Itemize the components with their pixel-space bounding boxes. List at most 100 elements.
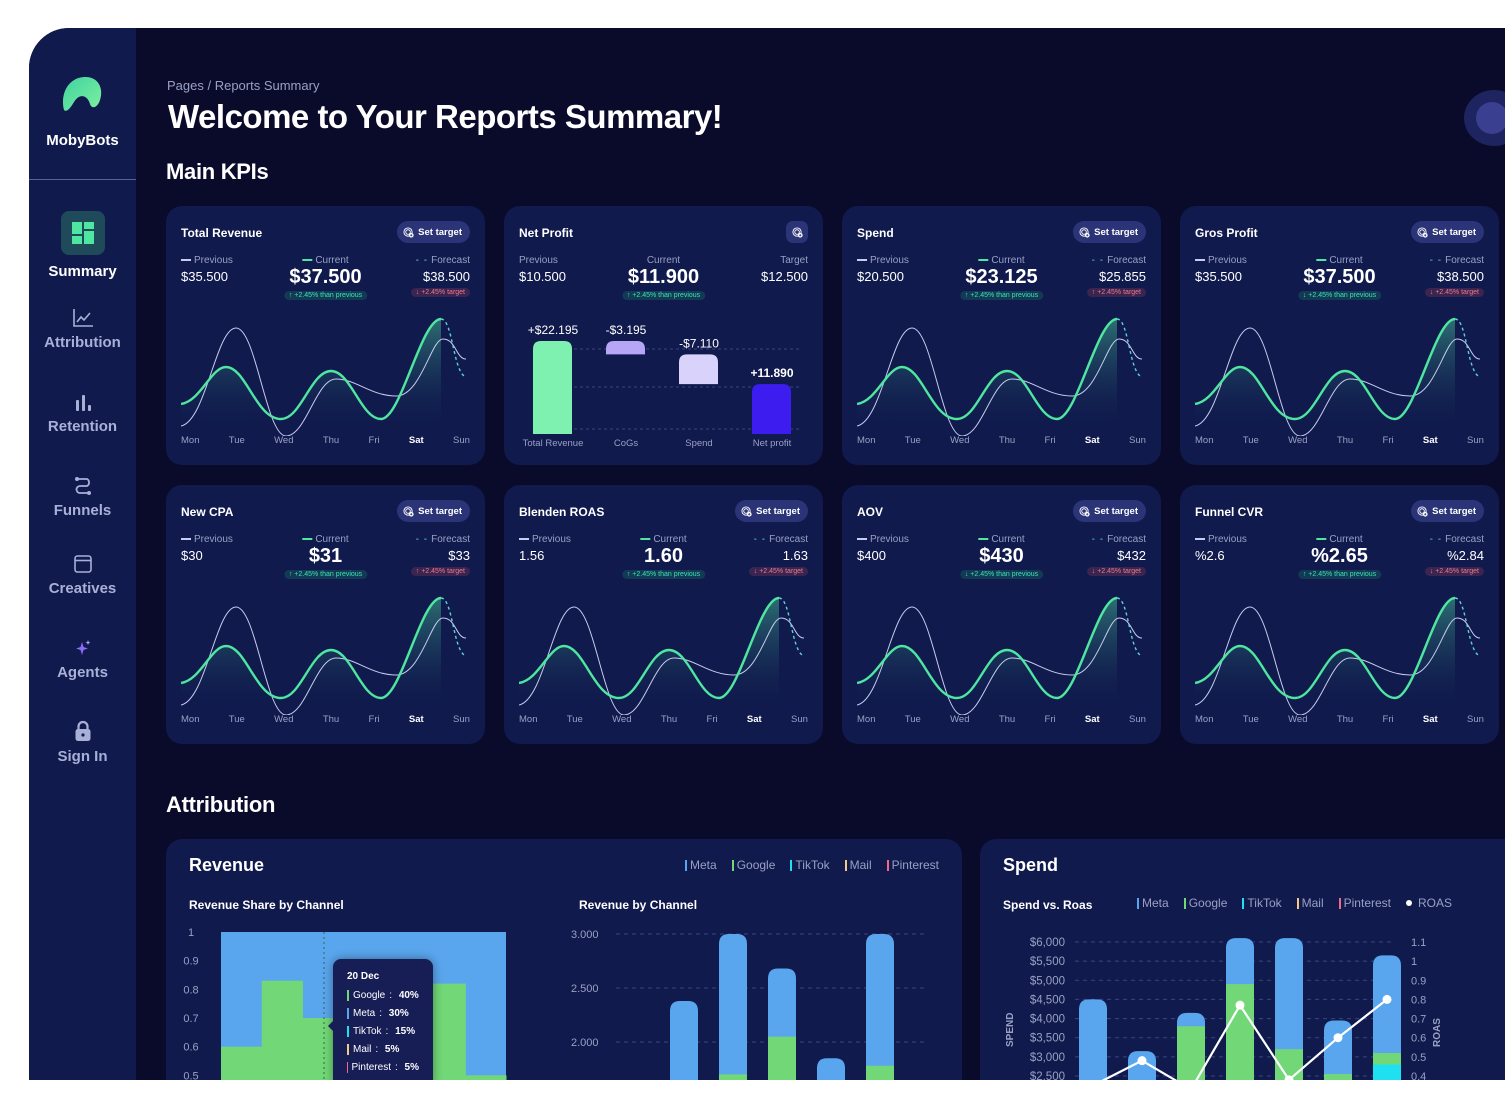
set-target-label: Set target [1094,226,1138,238]
kpi-previous: Previous $35.500 [1195,255,1247,284]
previous-value: $35.500 [1195,269,1242,284]
meta-bar [1079,999,1107,1080]
legend-item[interactable]: Pinterest [886,858,939,872]
forecast-legend-swatch: - - [1091,255,1105,266]
tooltip-row: Pinterest: 5% [347,1062,419,1073]
kpi-card: Total Revenue Set target Previous $35.500… [166,206,485,465]
change-badge: ↑ +2.45% than previous [283,291,368,300]
set-target-button[interactable]: Set target [1073,221,1146,243]
y-right-tick-label: 1 [1411,956,1417,968]
current-area [1195,598,1455,705]
set-target-button[interactable]: Set target [735,500,808,522]
y-left-tick-label: $3,500 [1030,1033,1065,1045]
set-target-button[interactable]: Set target [1411,221,1484,243]
x-tick-label: Tue [566,714,583,725]
roas-point [1235,1000,1245,1010]
previous-label: Previous [519,255,558,266]
previous-value: $10.500 [519,269,566,284]
current-line [519,596,780,700]
logo[interactable]: MobyBots [29,28,136,180]
google-bar [768,1036,796,1080]
sidebar-item-attribution[interactable]: Attribution [29,308,136,351]
kpi-title: Funnel CVR [1195,505,1263,519]
legend-item[interactable]: Mail [1296,896,1324,910]
waterfall-bar [533,341,572,434]
set-target-button[interactable] [786,221,808,243]
google-area-segment [261,980,303,1080]
sidebar-item-creatives[interactable]: Creatives [29,554,136,597]
app-name: MobyBots [46,132,119,149]
up-arrow-icon: ↑ [288,292,293,299]
legend-item[interactable]: Meta [1137,896,1169,910]
legend-item[interactable]: TikTok [1242,896,1282,910]
window-icon [73,555,92,573]
y-right-tick-label: 0.5 [1411,1052,1426,1064]
x-axis-labels: Mon Tue Wed Thu Fri Sat Sun [857,714,1146,725]
section-title-attribution: Attribution [166,792,276,817]
tooltip-row: Mail: 5% [347,1044,419,1055]
legend-swatch [1296,897,1299,909]
current-legend-swatch [1316,538,1327,541]
up-arrow-icon: ↑ [415,568,420,575]
sidebar-item-retention[interactable]: Retention [29,394,136,435]
current-value: $31 [308,545,343,567]
previous-line [1195,327,1481,436]
up-arrow-icon: ↑ [626,292,631,299]
x-axis-labels: Mon Tue Wed Thu Fri Sat Sun [1195,435,1484,446]
kpi-forecast: - - Forecast $33 ↑ +2.45% target [410,534,470,576]
set-target-button[interactable]: Set target [397,500,470,522]
legend-item[interactable]: Google [1183,896,1227,910]
waterfall-value-label: +$22.195 [528,323,579,337]
legend-item[interactable]: Pinterest [1338,896,1391,910]
x-tick-label: Mon [181,714,200,725]
waterfall-bar [752,384,791,434]
previous-label: Previous [194,534,233,545]
x-axis-labels: Mon Tue Wed Thu Fri Sat Sun [857,435,1146,446]
legend-item-roas[interactable]: ROAS [1406,896,1452,910]
waterfall-x-label: Net profit [753,438,792,449]
kpi-previous: Previous 1.56 [519,534,571,563]
previous-value: $20.500 [857,269,904,284]
target-badge: ↓ +2.45% target [410,288,470,297]
kpi-card: Spend Set target Previous $20.500 Current… [842,206,1161,465]
x-tick-label: Sun [1129,714,1146,725]
forecast-value: $38.500 [423,269,470,284]
legend-item[interactable]: Google [731,858,775,872]
current-area [857,598,1117,705]
up-arrow-icon: ↑ [964,292,969,299]
legend-item[interactable]: Mail [844,858,872,872]
forecast-value: 1.63 [782,548,808,563]
sidebar-item-agents[interactable]: Agents [29,638,136,681]
x-tick-label: Wed [950,714,970,725]
kpi-card: Net Profit Previous $10.500 Current $11.… [504,206,823,465]
change-badge: ↑ +2.45% than previous [283,570,368,579]
previous-legend-swatch [519,538,529,541]
current-value: $430 [979,545,1024,567]
sidebar-item-summary[interactable]: Summary [29,211,136,280]
previous-line [857,327,1143,436]
current-legend-swatch [978,259,989,262]
y-right-tick-label: 1.1 [1411,937,1426,949]
previous-label: Previous [870,255,909,266]
avatar[interactable] [1464,90,1505,146]
x-tick-label: Sat [408,435,424,446]
sidebar: MobyBots Summary Attribution Retention F… [29,28,136,1080]
down-arrow-icon: ↓ [415,289,420,296]
forecast-value: $25.855 [1099,269,1146,284]
sidebar-item-label: Attribution [44,334,121,351]
previous-value: $400 [857,548,886,563]
set-target-button[interactable]: Set target [397,221,470,243]
kpi-previous: Previous $10.500 [519,255,566,284]
sidebar-item-sign-in[interactable]: Sign In [29,720,136,765]
roas-point [1382,994,1392,1004]
current-label: Current [991,255,1025,266]
sidebar-item-funnels[interactable]: Funnels [29,476,136,519]
set-target-button[interactable]: Set target [1073,500,1146,522]
target-badge: ↓ +2.45% target [1086,567,1146,576]
breadcrumb[interactable]: Pages / Reports Summary [167,78,320,93]
kpi-current: Current $37.500 ↓ +2.45% than previous [1297,255,1382,300]
legend-item[interactable]: TikTok [790,858,830,872]
change-badge: ↓ +2.45% than previous [1297,291,1382,300]
legend-item[interactable]: Meta [685,858,717,872]
set-target-button[interactable]: Set target [1411,500,1484,522]
